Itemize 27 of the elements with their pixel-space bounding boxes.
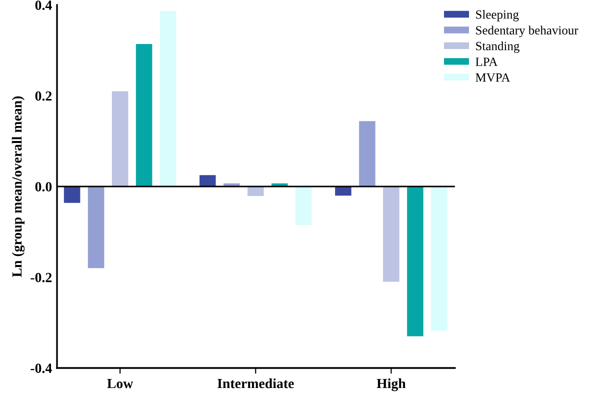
bar (407, 186, 424, 336)
bar (335, 186, 352, 196)
bar (359, 121, 376, 186)
bar (247, 186, 264, 196)
legend-label: Standing (476, 41, 520, 53)
legend-label: Sleeping (476, 10, 519, 22)
bar (200, 175, 216, 186)
y-tick-label: 0.4 (35, 0, 52, 10)
y-axis-title: Ln (group mean/overall mean) (12, 96, 25, 277)
bar (295, 186, 312, 226)
x-tick-label: Low (107, 378, 134, 388)
x-tick-label: Intermediate (218, 378, 294, 388)
y-tick-label: 0.0 (35, 182, 52, 192)
legend-label: Sedentary behaviour (476, 26, 578, 38)
x-tick-label: High (376, 378, 406, 392)
bar (383, 186, 400, 282)
bar (160, 10, 176, 186)
y-tick-label: -0.2 (30, 272, 52, 282)
legend-label: LPA (476, 58, 498, 66)
y-tick-label: 0.2 (35, 91, 52, 101)
bar (88, 186, 104, 268)
bar (136, 44, 152, 186)
bar (64, 186, 80, 203)
bar (431, 186, 448, 331)
bar (112, 91, 128, 186)
legend-label: MVPA (476, 73, 510, 82)
y-tick-label: -0.4 (30, 364, 52, 374)
